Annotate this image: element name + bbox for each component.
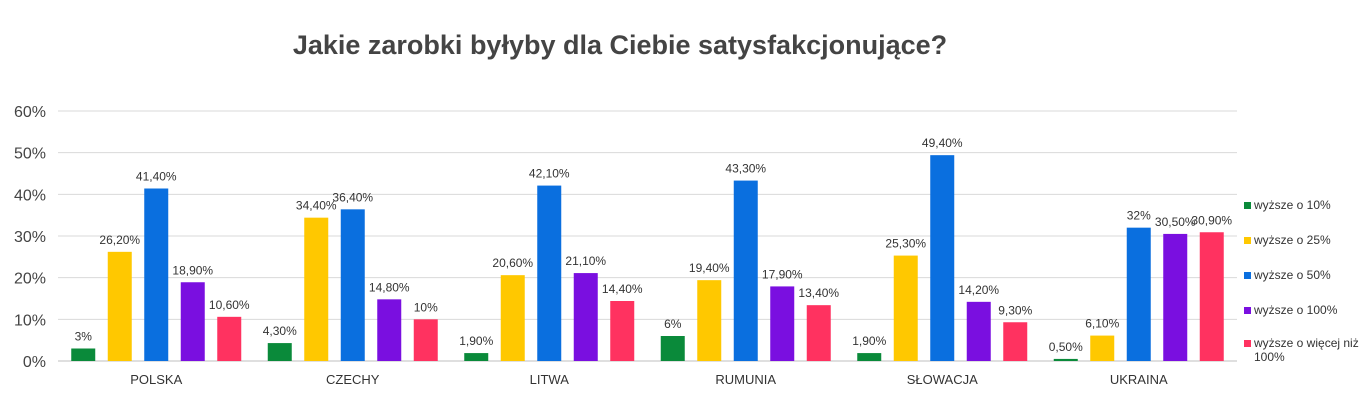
legend-label: wyższe o 100% bbox=[1254, 303, 1338, 317]
chart-title: Jakie zarobki byłyby dla Ciebie satysfak… bbox=[292, 30, 948, 60]
data-label: 30,90% bbox=[1191, 213, 1232, 227]
data-label: 13,40% bbox=[798, 286, 839, 300]
bar bbox=[500, 275, 525, 361]
data-label: 1,90% bbox=[852, 334, 886, 348]
bar bbox=[697, 280, 722, 361]
bar bbox=[573, 273, 598, 361]
data-label: 1,90% bbox=[459, 334, 493, 348]
data-label: 25,30% bbox=[885, 237, 926, 251]
legend-label: wyższe o więcej niż 100% bbox=[1254, 336, 1359, 364]
data-label: 14,40% bbox=[602, 282, 643, 296]
legend-label: wyższe o 10% bbox=[1254, 198, 1331, 212]
y-tick-label: 30% bbox=[14, 229, 46, 246]
bar bbox=[180, 282, 205, 361]
bar bbox=[893, 255, 918, 361]
x-tick-label: SŁOWACJA bbox=[907, 372, 978, 387]
bar bbox=[217, 316, 242, 361]
legend-swatch bbox=[1244, 202, 1251, 209]
bar bbox=[304, 217, 329, 361]
data-label: 4,30% bbox=[263, 324, 297, 338]
legend-label: wyższe o 25% bbox=[1254, 233, 1331, 247]
data-label: 34,40% bbox=[296, 199, 337, 213]
data-label: 18,90% bbox=[172, 263, 213, 277]
data-label: 9,30% bbox=[998, 303, 1032, 317]
bar bbox=[464, 353, 489, 361]
data-label: 26,20% bbox=[99, 233, 140, 247]
bar bbox=[610, 301, 635, 361]
bar bbox=[537, 185, 562, 361]
data-label: 14,80% bbox=[369, 280, 410, 294]
data-label: 17,90% bbox=[762, 267, 803, 281]
bar bbox=[1126, 227, 1151, 361]
x-tick-label: RUMUNIA bbox=[715, 372, 776, 387]
bar bbox=[1199, 232, 1224, 361]
x-tick-label: POLSKA bbox=[130, 372, 182, 387]
data-label: 49,40% bbox=[922, 136, 963, 150]
bar bbox=[930, 155, 955, 361]
bar bbox=[770, 286, 795, 361]
bar bbox=[267, 343, 292, 361]
bar bbox=[340, 209, 365, 361]
data-label: 20,60% bbox=[492, 256, 533, 270]
bar bbox=[1003, 322, 1028, 361]
data-label: 30,50% bbox=[1155, 215, 1196, 229]
data-label: 42,10% bbox=[529, 167, 570, 181]
bar bbox=[144, 188, 169, 361]
data-label: 21,10% bbox=[565, 254, 606, 268]
legend-label: wyższe o 50% bbox=[1254, 268, 1331, 282]
bar bbox=[857, 353, 882, 361]
bar bbox=[1053, 358, 1078, 361]
data-label: 10,60% bbox=[209, 298, 250, 312]
bar bbox=[660, 336, 685, 361]
bar bbox=[71, 348, 96, 361]
bar bbox=[966, 301, 991, 361]
y-tick-label: 60% bbox=[14, 104, 46, 121]
bar bbox=[733, 180, 758, 361]
legend-swatch bbox=[1244, 237, 1251, 244]
y-tick-label: 20% bbox=[14, 271, 46, 288]
y-tick-label: 50% bbox=[14, 146, 46, 163]
data-label: 0,50% bbox=[1049, 340, 1083, 354]
legend-swatch bbox=[1244, 307, 1251, 314]
data-label: 10% bbox=[414, 300, 438, 314]
legend-swatch bbox=[1244, 340, 1251, 347]
x-tick-label: CZECHY bbox=[326, 372, 380, 387]
y-tick-label: 0% bbox=[23, 354, 46, 371]
data-label: 43,30% bbox=[725, 162, 766, 176]
data-label: 19,40% bbox=[689, 261, 730, 275]
data-label: 36,40% bbox=[332, 190, 373, 204]
bar bbox=[1163, 233, 1188, 361]
bar bbox=[377, 299, 402, 361]
data-label: 41,40% bbox=[136, 170, 177, 184]
data-label: 6,10% bbox=[1085, 317, 1119, 331]
data-label: 6% bbox=[664, 317, 682, 331]
y-tick-label: 40% bbox=[14, 187, 46, 204]
data-label: 32% bbox=[1127, 209, 1151, 223]
data-label: 3% bbox=[75, 330, 93, 344]
y-tick-label: 10% bbox=[14, 312, 46, 329]
bar bbox=[806, 305, 831, 361]
legend-swatch bbox=[1244, 272, 1251, 279]
bar-chart: 0% 10% 20% 30% 40% 50% 60% POLSKA 3% 26,20% 41,40%… bbox=[14, 104, 1237, 387]
data-label: 14,20% bbox=[958, 283, 999, 297]
bar bbox=[1090, 335, 1115, 361]
bar bbox=[107, 251, 132, 361]
bar bbox=[413, 319, 438, 361]
x-tick-label: LITWA bbox=[530, 372, 570, 387]
x-tick-label: UKRAINA bbox=[1110, 372, 1168, 387]
